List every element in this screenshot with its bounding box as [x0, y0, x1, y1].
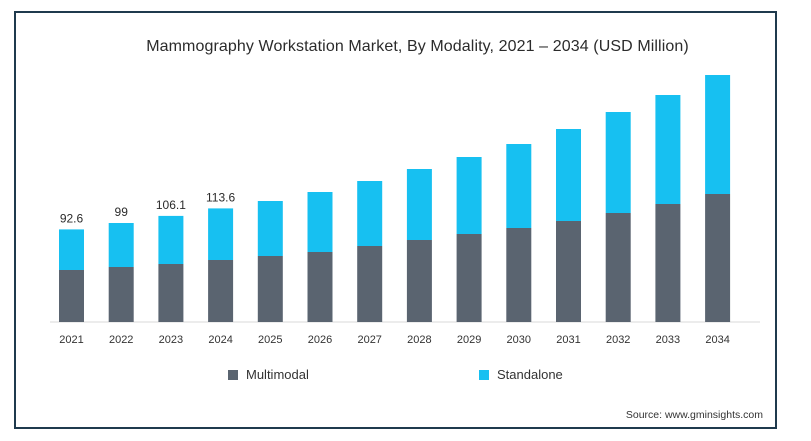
bar-standalone-2032	[605, 112, 631, 213]
bar-standalone-2027	[357, 181, 383, 246]
total-label-2024: 113.6	[206, 190, 235, 204]
x-tick-2033: 2033	[656, 334, 680, 346]
bar-multimodal-2021	[59, 270, 84, 322]
legend-label-standalone: Standalone	[497, 367, 563, 382]
bar-multimodal-2023	[158, 264, 184, 322]
bar-multimodal-2031	[556, 221, 581, 322]
x-tick-2027: 2027	[357, 334, 381, 346]
x-tick-2026: 2026	[308, 334, 332, 346]
x-tick-2030: 2030	[507, 334, 531, 346]
legend-item-standalone: Standalone	[479, 367, 563, 382]
x-tick-2022: 2022	[109, 334, 133, 346]
bar-multimodal-2022	[108, 267, 134, 322]
x-tick-2025: 2025	[258, 334, 282, 346]
bar-standalone-2033	[655, 95, 681, 204]
x-tick-labels: 2021 2022 2023 2024 2025 2026 2027 2028 2029 2030…	[59, 334, 730, 346]
bar-standalone-2024	[208, 208, 234, 260]
bar-multimodal-2024	[208, 260, 234, 322]
bar-standalone-2034	[705, 75, 731, 194]
source-note: Source: www.gminsights.com	[625, 409, 763, 421]
x-tick-2029: 2029	[457, 334, 481, 346]
chart-frame	[14, 11, 777, 429]
bar-standalone-2022	[108, 223, 134, 267]
bar-standalone-2030	[506, 144, 532, 228]
x-tick-2024: 2024	[208, 334, 232, 346]
bar-standalone-2023	[158, 215, 184, 264]
total-label-2021: 92.6	[60, 211, 84, 225]
x-tick-2031: 2031	[556, 334, 580, 346]
x-tick-2028: 2028	[407, 334, 431, 346]
bar-standalone-2029	[456, 157, 482, 234]
bar-standalone-2026	[307, 192, 333, 252]
bar-multimodal-2032	[605, 213, 631, 322]
x-tick-2034: 2034	[705, 334, 729, 346]
x-tick-2032: 2032	[606, 334, 630, 346]
total-label-2022: 99	[115, 205, 129, 219]
bar-standalone-2031	[556, 129, 581, 221]
x-tick-2021: 2021	[59, 334, 83, 346]
bar-multimodal-2029	[456, 234, 482, 322]
bar-standalone-2021	[59, 229, 84, 270]
bars-group	[59, 75, 731, 322]
legend-swatch-multimodal	[228, 369, 238, 380]
total-label-2023: 106.1	[156, 198, 186, 212]
bar-standalone-2028	[406, 169, 432, 240]
legend-swatch-standalone	[479, 369, 489, 380]
legend-item-multimodal: Multimodal	[228, 367, 309, 382]
chart-title: Mammography Workstation Market, By Modal…	[146, 38, 689, 55]
legend-label-multimodal: Multimodal	[246, 367, 309, 382]
bar-multimodal-2028	[406, 240, 432, 322]
total-labels: 92.6 99 106.1 113.6	[60, 190, 236, 225]
x-tick-2023: 2023	[159, 334, 183, 346]
bar-multimodal-2033	[655, 204, 681, 322]
bar-multimodal-2030	[506, 228, 532, 322]
bar-multimodal-2034	[705, 194, 731, 322]
bar-multimodal-2025	[257, 256, 283, 322]
bar-multimodal-2027	[357, 246, 383, 322]
bar-multimodal-2026	[307, 252, 333, 322]
bar-standalone-2025	[257, 201, 283, 256]
